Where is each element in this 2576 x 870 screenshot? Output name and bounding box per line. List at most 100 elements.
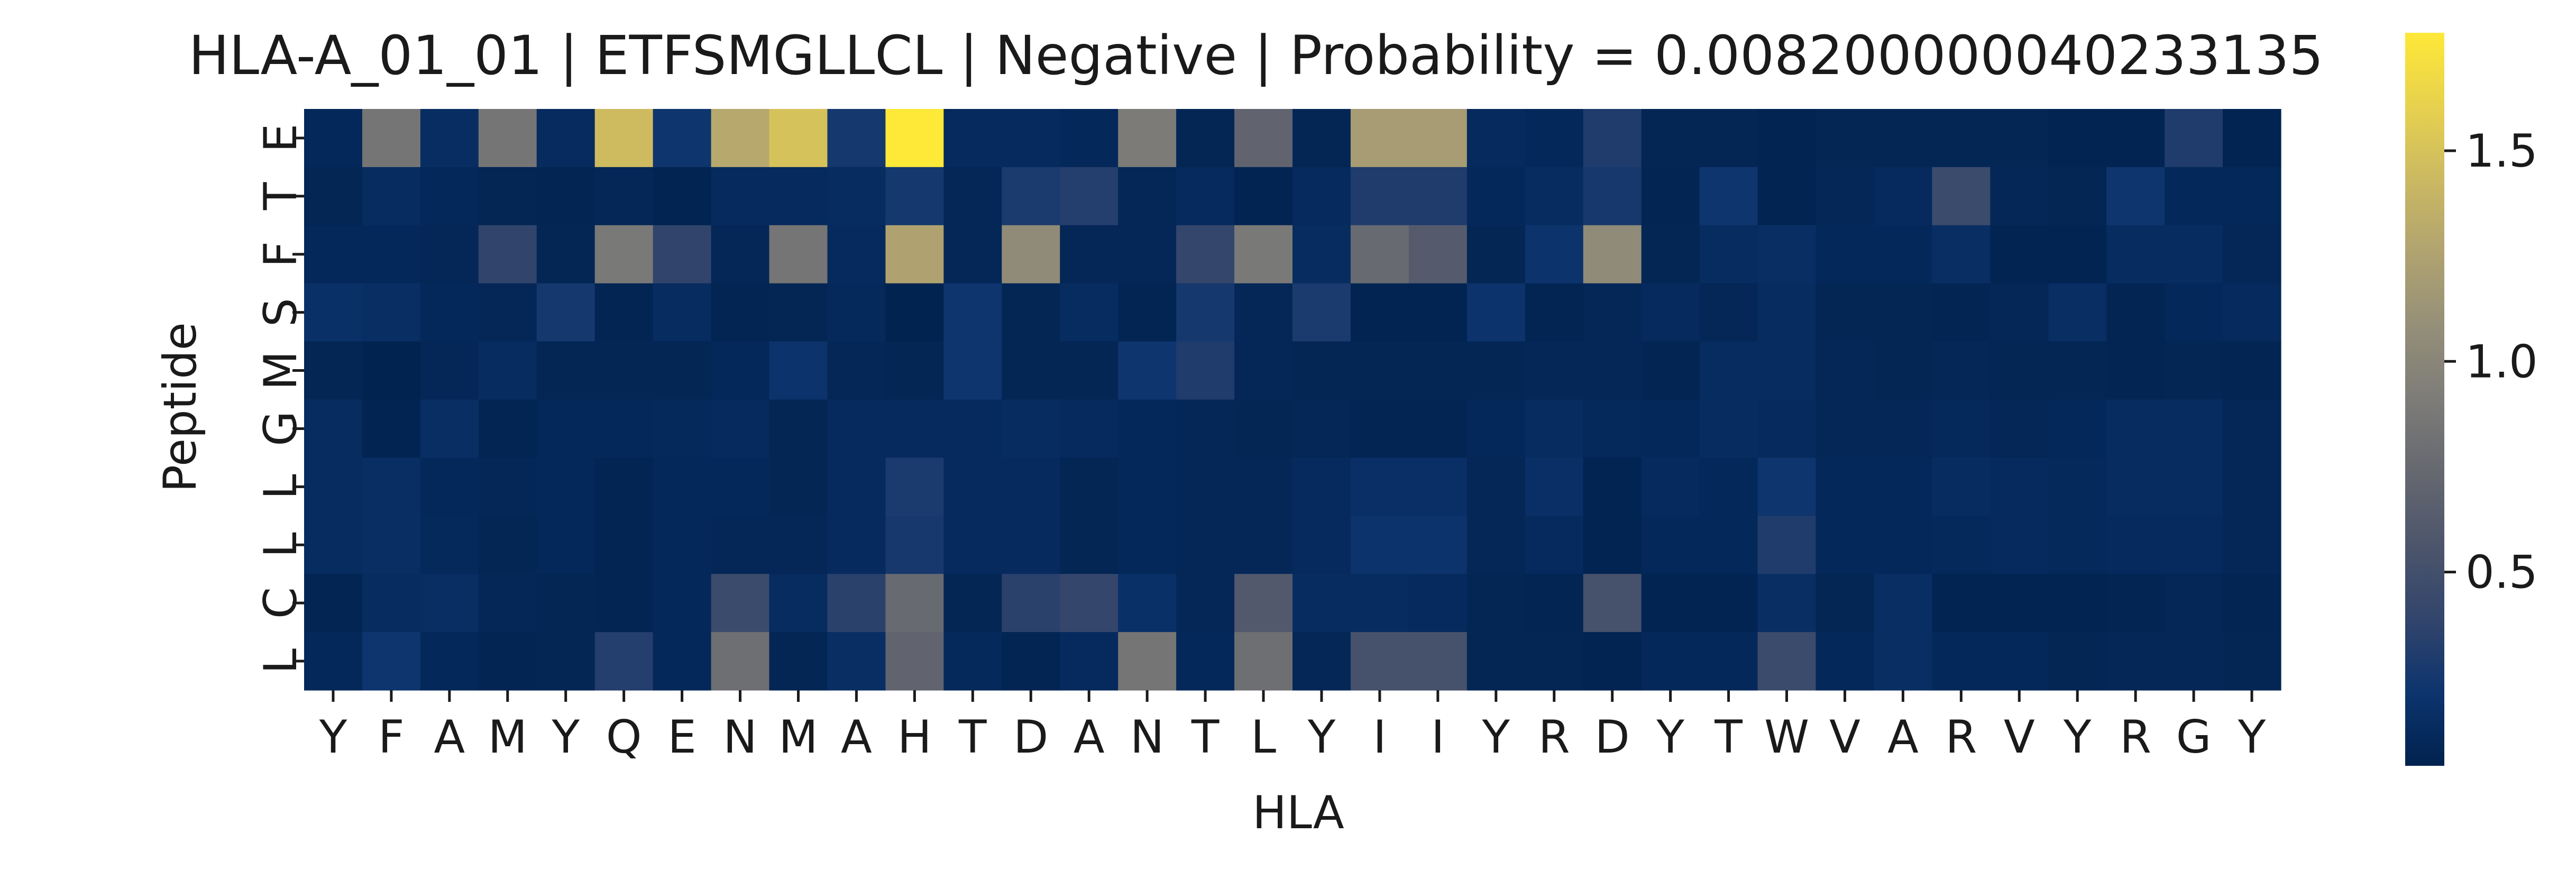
heatmap-cell <box>769 167 828 226</box>
heatmap-cell <box>769 632 828 691</box>
x-tick-label: E <box>667 711 696 764</box>
x-tick-label: Y <box>551 711 580 764</box>
heatmap-cell <box>1234 167 1293 226</box>
heatmap-cell <box>2048 516 2107 574</box>
heatmap-cell <box>1466 516 1526 574</box>
x-tick-label: Y <box>319 711 347 764</box>
heatmap-cell <box>653 225 712 284</box>
heatmap-cell <box>420 574 479 633</box>
heatmap-cell <box>1060 167 1119 226</box>
heatmap-cell <box>1699 516 1758 574</box>
heatmap-cell <box>1757 341 1817 400</box>
heatmap-cell <box>1816 341 1875 400</box>
x-tick-label: L <box>1251 711 1276 764</box>
heatmap-cell <box>1816 632 1875 691</box>
heatmap-cell <box>827 632 886 691</box>
heatmap-cell <box>536 283 595 342</box>
heatmap-cell <box>1525 109 1584 168</box>
heatmap-cell <box>1350 167 1409 226</box>
heatmap-cell <box>2165 109 2223 168</box>
heatmap-cell <box>885 283 944 342</box>
heatmap-cell <box>2106 283 2165 342</box>
x-tick-label: M <box>778 711 818 764</box>
heatmap-cell <box>827 399 886 458</box>
heatmap-cell <box>2106 341 2165 400</box>
heatmap-cell <box>420 283 479 342</box>
x-tick-label: D <box>1013 711 1048 764</box>
heatmap-cell <box>478 167 537 226</box>
heatmap-cell <box>304 516 363 574</box>
x-tick-label: I <box>1431 711 1444 764</box>
heatmap-cell <box>1408 574 1468 633</box>
heatmap-cell <box>885 109 944 168</box>
heatmap-cell <box>1408 632 1468 691</box>
heatmap-cell <box>711 457 770 516</box>
heatmap-cell <box>1699 109 1758 168</box>
heatmap-cell <box>1525 399 1584 458</box>
heatmap-cell <box>827 283 886 342</box>
heatmap-cell <box>1874 574 1932 633</box>
heatmap-cell <box>769 457 828 516</box>
heatmap-cell <box>1060 516 1119 574</box>
heatmap-cell <box>1118 283 1177 342</box>
heatmap-cell <box>1990 457 2049 516</box>
heatmap-cell <box>1350 399 1409 458</box>
x-tick-label: G <box>2176 711 2212 764</box>
heatmap-cell <box>1118 341 1177 400</box>
colorbar-ticks: 0.5 1.0 1.5 <box>2444 125 2538 599</box>
heatmap-cell <box>1699 457 1758 516</box>
heatmap-cell <box>2223 341 2281 400</box>
y-tick-label: S <box>254 298 307 327</box>
heatmap-cell <box>536 632 595 691</box>
heatmap-cell <box>420 516 479 574</box>
heatmap-cell <box>1466 109 1526 168</box>
heatmap-cell <box>1816 457 1875 516</box>
heatmap-cell <box>943 341 1002 400</box>
heatmap-cell <box>1583 399 1642 458</box>
heatmap-cell <box>653 341 712 400</box>
heatmap-cell <box>2165 167 2223 226</box>
heatmap-cell <box>711 109 770 168</box>
x-tick-label: N <box>723 711 757 764</box>
heatmap-cell <box>943 516 1002 574</box>
heatmap-cell <box>2106 632 2165 691</box>
heatmap-cell <box>1990 516 2049 574</box>
y-tick-label: E <box>254 124 307 152</box>
heatmap-cell <box>2223 225 2281 284</box>
heatmap-cell <box>1292 283 1351 342</box>
heatmap-cell <box>1350 574 1409 633</box>
heatmap-cell <box>711 283 770 342</box>
heatmap-cell <box>1816 399 1875 458</box>
heatmap-cell <box>1874 109 1932 168</box>
heatmap-cell <box>1350 632 1409 691</box>
heatmap-cell <box>1932 225 1991 284</box>
heatmap-cell <box>2223 283 2281 342</box>
heatmap-cell <box>1641 167 1700 226</box>
heatmap-cell <box>594 632 654 691</box>
heatmap-cell <box>1118 632 1177 691</box>
heatmap-cell <box>1350 283 1409 342</box>
heatmap-cell <box>1466 399 1526 458</box>
heatmap-cell <box>1002 225 1060 284</box>
heatmap-cell <box>1350 457 1409 516</box>
heatmap-cell <box>1757 632 1817 691</box>
x-tick-label: T <box>1714 711 1743 764</box>
heatmap-cell <box>1408 457 1468 516</box>
heatmap-cell <box>1234 574 1293 633</box>
heatmap-cell <box>1990 574 2049 633</box>
heatmap-cell <box>1292 109 1351 168</box>
heatmap-cell <box>1176 167 1235 226</box>
heatmap-cell <box>1060 399 1119 458</box>
heatmap-cell <box>827 109 886 168</box>
heatmap-cell <box>304 632 363 691</box>
heatmap-cell <box>1176 457 1235 516</box>
heatmap-cell <box>536 457 595 516</box>
heatmap-cell <box>536 516 595 574</box>
x-tick-label: H <box>897 711 932 764</box>
heatmap-cell <box>653 283 712 342</box>
heatmap-cell <box>1525 167 1584 226</box>
x-axis-label: HLA <box>1252 786 1344 839</box>
heatmap-cell <box>885 632 944 691</box>
heatmap-cell <box>1525 225 1584 284</box>
